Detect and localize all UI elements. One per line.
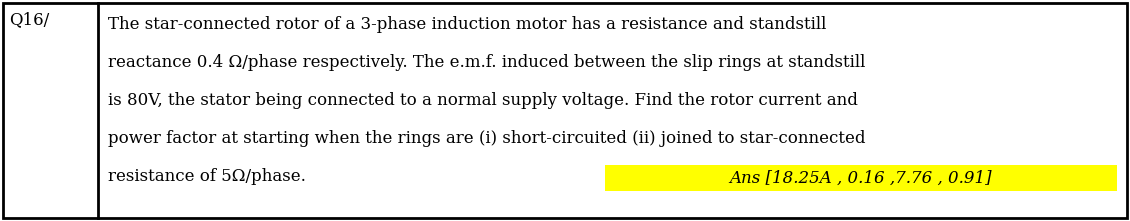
Text: resistance of 5Ω/phase.: resistance of 5Ω/phase. (108, 168, 306, 185)
Bar (605, 165, 1116, 191)
Text: The star-connected rotor of a 3-phase induction motor has a resistance and stand: The star-connected rotor of a 3-phase in… (108, 16, 826, 33)
Text: Q16/: Q16/ (9, 11, 50, 28)
Text: power factor at starting when the rings are (i) short-circuited (ii) joined to s: power factor at starting when the rings … (108, 130, 866, 147)
Text: reactance 0.4 Ω/phase respectively. The e.m.f. induced between the slip rings at: reactance 0.4 Ω/phase respectively. The … (108, 54, 866, 71)
Text: Ans [18.25A , 0.16 ,7.76 , 0.91]: Ans [18.25A , 0.16 ,7.76 , 0.91] (730, 170, 992, 187)
Text: is 80V, the stator being connected to a normal supply voltage. Find the rotor cu: is 80V, the stator being connected to a … (108, 92, 858, 109)
